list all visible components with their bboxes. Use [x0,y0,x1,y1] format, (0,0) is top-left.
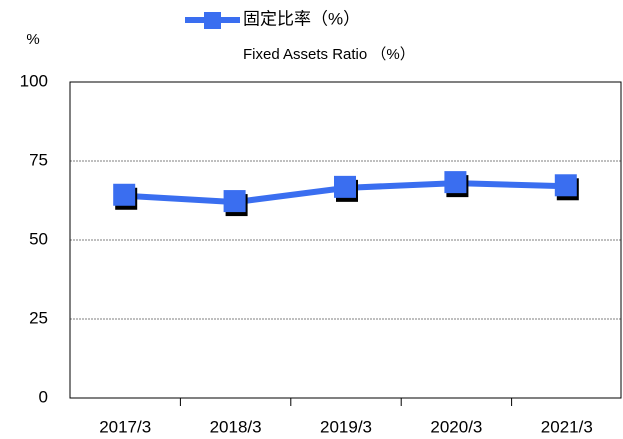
legend-label: 固定比率（%） [243,9,360,28]
y-axis-label: % [26,31,39,48]
x-tick-label: 2017/3 [99,417,151,436]
marker [444,171,467,194]
x-tick-label: 2019/3 [320,417,372,436]
marker [113,183,136,206]
legend-marker [204,12,221,29]
y-tick-label: 25 [29,308,48,327]
x-tick-label: 2020/3 [430,417,482,436]
legend-subtitle: Fixed Assets Ratio （%） [243,46,415,63]
x-tick-label: 2021/3 [541,417,593,436]
plot-frame [69,81,622,399]
y-tick-label: 100 [20,71,48,90]
marker [334,175,356,198]
y-tick-label: 50 [29,229,48,248]
marker [223,190,246,213]
x-tick-label: 2018/3 [210,417,262,436]
y-tick-label: 0 [39,387,48,406]
y-tick-label: 75 [29,150,48,169]
marker [554,174,577,197]
